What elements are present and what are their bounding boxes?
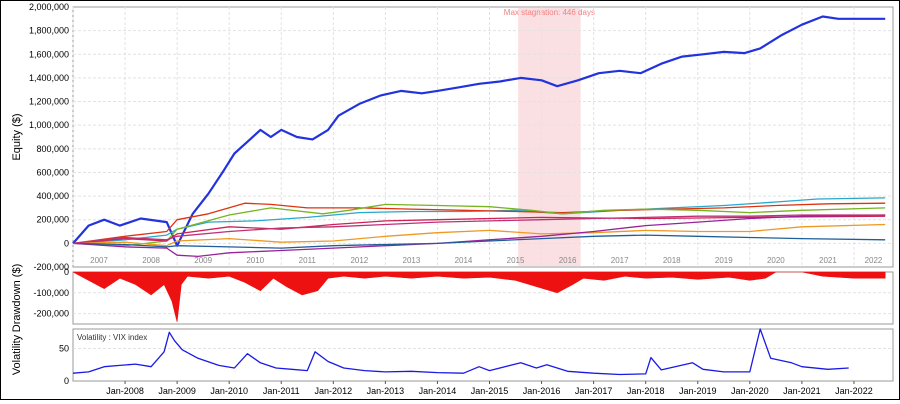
max-stagnation-band bbox=[518, 8, 581, 266]
equity-series-line-8 bbox=[72, 234, 886, 249]
x-axis-tick-label: Jan-2016 bbox=[523, 386, 561, 396]
x-axis-tick-label: Jan-2009 bbox=[158, 386, 196, 396]
equity-series-group bbox=[72, 15, 886, 258]
equity-series-line-5 bbox=[72, 215, 886, 245]
equity-year-label: 2017 bbox=[611, 256, 629, 265]
equity-y-tick-label: 600,000 bbox=[36, 167, 69, 177]
equity-series-line-1 bbox=[72, 15, 886, 247]
equity-y-tick-label: 1,800,000 bbox=[29, 26, 69, 36]
equity-series-line-6 bbox=[72, 223, 886, 247]
equity-y-tick-label: 400,000 bbox=[36, 191, 69, 201]
volatility-y-tick-label: 0 bbox=[64, 376, 69, 386]
x-axis-tick-label: Jan-2008 bbox=[106, 386, 144, 396]
x-axis-tick-label: Jan-2017 bbox=[575, 386, 613, 396]
x-axis-tick-label: Jan-2015 bbox=[471, 386, 509, 396]
equity-year-label: 2013 bbox=[403, 256, 421, 265]
drawdown-y-tick-label: -200,000 bbox=[33, 309, 69, 319]
equity-y-tick-label: 2,000,000 bbox=[29, 2, 69, 12]
max-stagnation-label: Max stagnation: 446 days bbox=[504, 8, 595, 17]
equity-series-line-9 bbox=[72, 214, 886, 245]
volatility-line bbox=[72, 328, 849, 376]
x-axis-tick-label: Jan-2021 bbox=[783, 386, 821, 396]
drawdown-plot-area bbox=[72, 271, 894, 325]
equity-year-label: 2019 bbox=[715, 256, 733, 265]
x-axis-tick-label: Jan-2012 bbox=[315, 386, 353, 396]
equity-year-label: 2012 bbox=[350, 256, 368, 265]
x-axis-tick-label: Jan-2014 bbox=[419, 386, 457, 396]
x-axis-tick-label: Jan-2022 bbox=[835, 386, 873, 396]
equity-series-line-4 bbox=[72, 203, 886, 247]
equity-panel: Max stagnation: 446 days 2,000,000 1,800,… bbox=[11, 2, 894, 272]
x-axis-tick-label: Jan-2020 bbox=[731, 386, 769, 396]
volatility-panel: 50 0 Volatility : VIX index Volatility Ja… bbox=[11, 328, 894, 396]
equity-series-line-2 bbox=[72, 197, 886, 245]
x-axis-tick-label: Jan-2013 bbox=[367, 386, 405, 396]
equity-y-tick-label: 800,000 bbox=[36, 144, 69, 154]
drawdown-gridlines bbox=[73, 292, 893, 315]
x-axis-tick-label: Jan-2018 bbox=[627, 386, 665, 396]
equity-y-tick-label: 1,200,000 bbox=[29, 97, 69, 107]
equity-year-label: 2022 bbox=[865, 256, 883, 265]
volatility-y-tick-label: 50 bbox=[59, 344, 69, 354]
equity-year-label: 2010 bbox=[246, 256, 264, 265]
drawdown-y-axis-label: Drawdown ($) bbox=[11, 264, 23, 332]
equity-y-tick-label: 1,400,000 bbox=[29, 73, 69, 83]
volatility-plot-area bbox=[72, 328, 894, 382]
volatility-series-group bbox=[72, 328, 849, 376]
equity-year-label: 2021 bbox=[819, 256, 837, 265]
volatility-legend-label: Volatility : VIX index bbox=[77, 333, 147, 342]
drawdown-y-tick-label: -100,000 bbox=[33, 288, 69, 298]
x-axis-tick-label: Jan-2011 bbox=[263, 386, 300, 396]
drawdown-y-tick-label: 0 bbox=[64, 267, 69, 277]
drawdown-y-tick-labels: 0 -100,000 -200,000 bbox=[33, 267, 69, 319]
equity-year-label: 2018 bbox=[663, 256, 681, 265]
equity-series-line-3 bbox=[72, 202, 886, 245]
equity-y-tick-labels: 2,000,000 1,800,000 1,600,000 1,400,000 1,20… bbox=[29, 2, 69, 272]
equity-year-label: 2014 bbox=[455, 256, 473, 265]
equity-year-labels: 2007 2008 2009 2010 2011 2012 2013 2014 2015 2016… bbox=[90, 256, 883, 265]
equity-year-label: 2009 bbox=[194, 256, 212, 265]
equity-y-tick-label: 1,600,000 bbox=[29, 49, 69, 59]
volatility-y-tick-labels: 50 0 bbox=[59, 344, 69, 387]
equity-y-tick-label: -200,000 bbox=[33, 262, 69, 272]
equity-y-tick-label: 200,000 bbox=[36, 215, 69, 225]
drawdown-area bbox=[72, 271, 886, 322]
equity-year-label: 2016 bbox=[559, 256, 577, 265]
equity-year-label: 2008 bbox=[142, 256, 160, 265]
drawdown-panel: 0 -100,000 -200,000 Drawdown ($) bbox=[11, 264, 894, 332]
equity-y-tick-label: 0 bbox=[64, 238, 69, 248]
equity-year-label: 2007 bbox=[90, 256, 108, 265]
x-axis-tick-label: Jan-2019 bbox=[679, 386, 717, 396]
equity-y-axis-label: Equity ($) bbox=[11, 113, 23, 160]
equity-year-label: 2020 bbox=[767, 256, 785, 265]
x-axis-tick-labels: Jan-2008 Jan-2009 Jan-2010 Jan-2011 Jan-2012… bbox=[106, 381, 873, 396]
volatility-y-axis-label: Volatility bbox=[11, 334, 23, 375]
drawdown-area-group bbox=[72, 271, 886, 322]
equity-year-label: 2015 bbox=[507, 256, 525, 265]
equity-year-label: 2011 bbox=[299, 256, 317, 265]
equity-plot-area bbox=[72, 6, 894, 268]
equity-y-tick-label: 1,000,000 bbox=[29, 120, 69, 130]
x-axis-tick-label: Jan-2010 bbox=[210, 386, 248, 396]
